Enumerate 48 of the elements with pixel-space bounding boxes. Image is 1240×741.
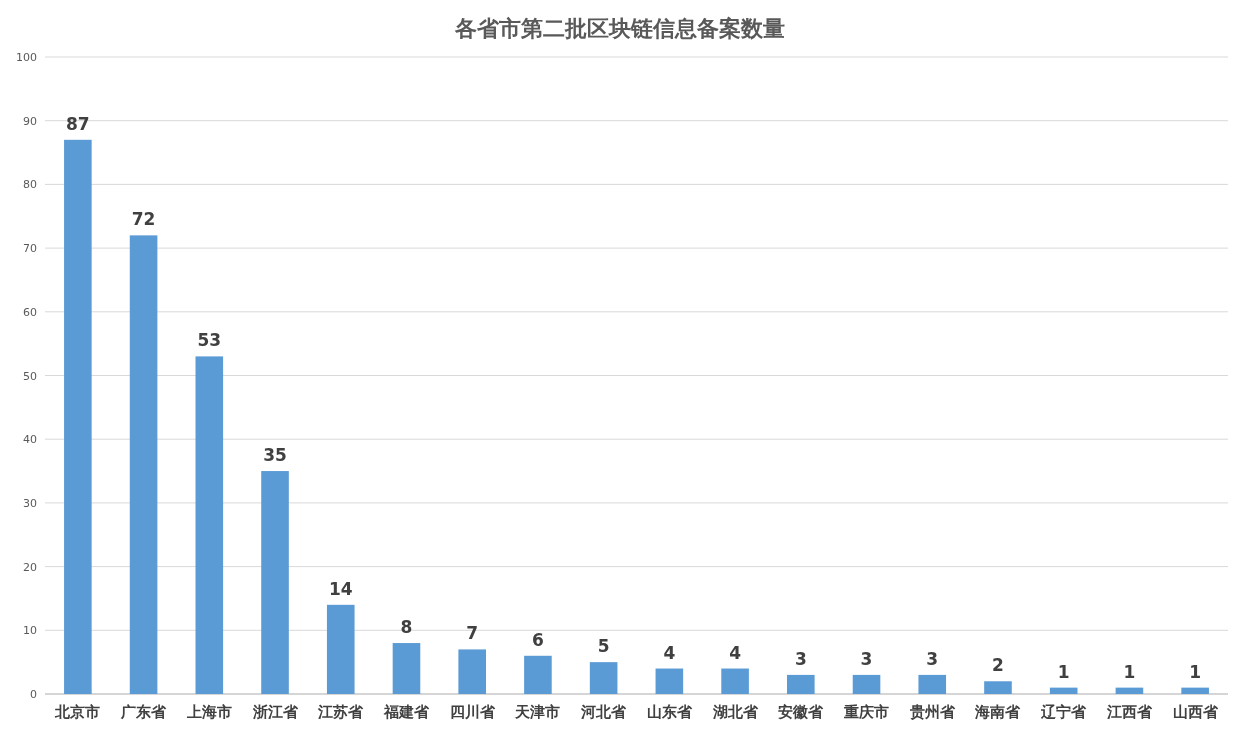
y-tick-label: 10 bbox=[23, 624, 37, 638]
data-label: 72 bbox=[131, 209, 156, 230]
data-label: 2 bbox=[992, 655, 1004, 676]
y-tick-label: 30 bbox=[23, 496, 37, 510]
x-tick-label: 山东省 bbox=[646, 703, 693, 721]
data-label: 6 bbox=[531, 629, 544, 650]
y-tick-label: 50 bbox=[23, 369, 37, 383]
x-tick-label: 湖北省 bbox=[711, 703, 759, 721]
data-label: 87 bbox=[66, 113, 90, 134]
data-label: 1 bbox=[1057, 661, 1070, 682]
data-label: 35 bbox=[263, 445, 287, 466]
x-tick-label: 辽宁省 bbox=[1040, 703, 1088, 721]
chart-title: 各省市第二批区块链信息备案数量 bbox=[454, 16, 785, 41]
x-tick-label: 海南省 bbox=[974, 703, 1022, 721]
x-tick-label: 山西省 bbox=[1172, 703, 1219, 721]
y-tick-label: 40 bbox=[23, 433, 37, 447]
data-label: 53 bbox=[197, 330, 222, 351]
x-tick-label: 广东省 bbox=[120, 703, 168, 721]
x-tick-label: 上海市 bbox=[185, 703, 232, 721]
x-tick-label: 天津市 bbox=[514, 703, 561, 721]
x-tick-label: 浙江省 bbox=[251, 703, 299, 721]
x-tick-label: 北京市 bbox=[54, 703, 101, 721]
data-label: 1 bbox=[1123, 661, 1136, 682]
x-tick-label: 贵州省 bbox=[908, 703, 956, 721]
x-tick-label: 重庆市 bbox=[843, 703, 890, 721]
x-tick-label: 江苏省 bbox=[317, 703, 365, 721]
y-tick-label: 100 bbox=[16, 51, 37, 64]
data-label: 4 bbox=[729, 642, 742, 663]
data-label: 8 bbox=[400, 617, 413, 638]
data-label: 1 bbox=[1189, 661, 1202, 682]
x-tick-label: 江西省 bbox=[1105, 703, 1153, 721]
data-label: 3 bbox=[860, 648, 873, 669]
x-tick-label: 福建省 bbox=[382, 703, 430, 721]
y-tick-label: 20 bbox=[23, 560, 37, 574]
y-tick-label: 80 bbox=[23, 178, 37, 192]
data-label: 3 bbox=[794, 648, 807, 669]
y-tick-label: 60 bbox=[23, 305, 37, 319]
y-tick-label: 0 bbox=[30, 688, 37, 701]
data-label: 4 bbox=[663, 642, 676, 663]
y-tick-label: 70 bbox=[23, 242, 37, 256]
data-label: 7 bbox=[466, 623, 479, 644]
data-label: 14 bbox=[328, 578, 353, 599]
data-label: 3 bbox=[926, 648, 939, 669]
data-label: 5 bbox=[597, 636, 610, 657]
y-tick-label: 90 bbox=[23, 114, 37, 128]
x-tick-label: 安徽省 bbox=[778, 703, 825, 721]
x-tick-label: 河北省 bbox=[580, 703, 628, 721]
x-tick-label: 四川省 bbox=[449, 703, 496, 721]
